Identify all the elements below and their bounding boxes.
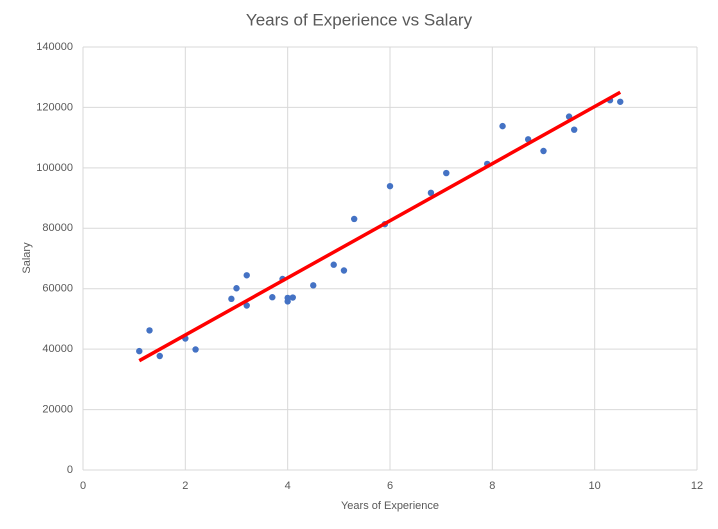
y-tick-label: 120000 — [36, 101, 73, 113]
point — [350, 215, 358, 223]
y-tick-label: 0 — [67, 464, 73, 476]
point — [310, 282, 317, 289]
point — [192, 346, 199, 353]
y-tick-label: 20000 — [42, 403, 73, 415]
point — [243, 272, 250, 279]
x-tick-label: 10 — [589, 480, 601, 492]
y-tick-label: 100000 — [36, 162, 73, 174]
point — [427, 189, 435, 197]
point — [571, 126, 578, 133]
point — [233, 285, 240, 292]
y-tick-label: 140000 — [36, 41, 73, 53]
x-tick-label: 6 — [387, 480, 393, 492]
point — [136, 347, 143, 355]
x-tick-label: 8 — [489, 480, 495, 492]
point — [228, 295, 235, 303]
x-tick-label: 4 — [285, 480, 291, 492]
point — [243, 302, 250, 309]
point — [284, 294, 291, 302]
y-tick-label: 80000 — [42, 222, 73, 234]
point — [330, 261, 337, 268]
point — [386, 182, 394, 190]
chart-title: Years of Experience vs Salary — [246, 10, 473, 29]
point — [156, 352, 163, 360]
y-tick-label: 60000 — [42, 283, 73, 295]
point — [540, 147, 547, 155]
trendline — [138, 90, 622, 363]
y-tick-label: 40000 — [42, 343, 73, 355]
point — [269, 294, 276, 301]
point — [499, 122, 506, 130]
point — [340, 267, 348, 274]
x-tick-label: 12 — [691, 480, 703, 492]
x-tick-label: 2 — [182, 480, 188, 492]
x-tick-label: 0 — [80, 480, 86, 492]
point — [289, 294, 296, 301]
y-axis-label: Salary — [21, 242, 33, 274]
x-axis-label: Years of Experience — [341, 500, 439, 512]
point — [443, 169, 450, 177]
point — [146, 327, 153, 334]
point — [617, 98, 624, 105]
